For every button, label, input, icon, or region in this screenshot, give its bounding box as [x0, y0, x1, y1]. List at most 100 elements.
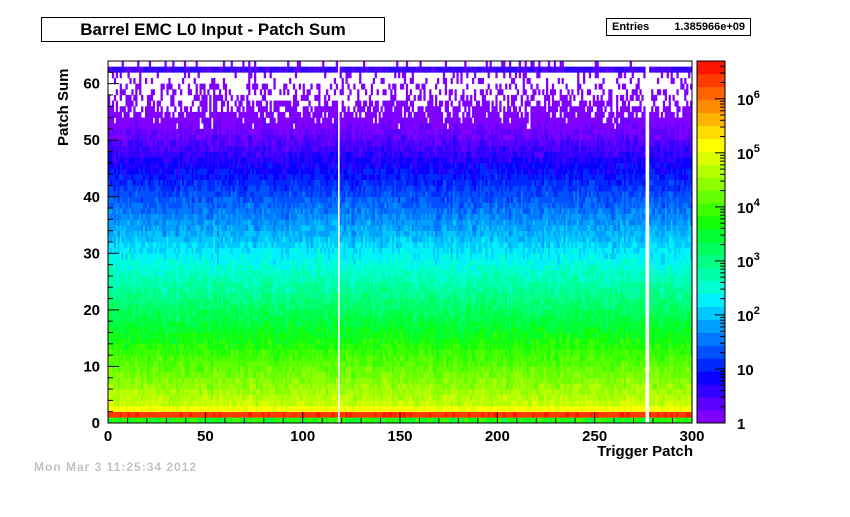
heatmap-cell — [168, 185, 171, 192]
heatmap-cell — [267, 253, 270, 260]
heatmap-cell — [230, 377, 233, 384]
heatmap-cell — [141, 360, 144, 367]
heatmap-cell — [191, 242, 194, 248]
heatmap-cell — [220, 366, 224, 373]
heatmap-cell — [154, 400, 157, 407]
heatmap-cell — [238, 292, 241, 299]
heatmap-cell — [146, 292, 150, 299]
heatmap-cell — [207, 89, 210, 96]
heatmap-cell — [172, 253, 175, 260]
heatmap-cell — [213, 275, 216, 282]
heatmap-cell — [113, 191, 117, 198]
heatmap-cell — [211, 236, 214, 243]
heatmap-cell — [164, 281, 167, 288]
heatmap-cell — [109, 168, 113, 175]
heatmap-cell — [125, 225, 128, 231]
heatmap-cell — [220, 377, 224, 384]
heatmap-cell — [248, 225, 251, 231]
heatmap-cell — [141, 298, 144, 305]
heatmap-cell — [189, 406, 193, 412]
heatmap-cell — [211, 157, 214, 164]
heatmap-cell — [148, 106, 152, 113]
heatmap-cell — [160, 242, 163, 248]
heatmap-cell — [150, 213, 154, 220]
heatmap-cell — [265, 275, 268, 282]
heatmap-cell — [168, 355, 171, 362]
heatmap-cell — [201, 372, 204, 379]
heatmap-cell — [183, 185, 187, 192]
heatmap-cell — [135, 281, 138, 288]
heatmap-cell — [156, 162, 159, 169]
heatmap-cell — [121, 406, 124, 412]
heatmap-cell — [246, 332, 249, 339]
heatmap-cell — [238, 253, 241, 260]
heatmap-cell — [273, 400, 276, 407]
heatmap-cell — [224, 281, 228, 288]
heatmap-cell — [144, 247, 148, 254]
heatmap-cell — [183, 72, 187, 79]
heatmap-cell — [259, 157, 263, 164]
heatmap-cell — [220, 185, 224, 192]
heatmap-cell — [166, 185, 169, 192]
heatmap-cell — [181, 326, 185, 333]
heatmap-cell — [162, 225, 165, 231]
heatmap-cell — [187, 242, 191, 248]
heatmap-cell — [240, 400, 243, 407]
heatmap-cell — [150, 179, 154, 186]
heatmap-cell — [263, 389, 266, 396]
heatmap-cell — [220, 208, 224, 215]
heatmap-cell — [123, 304, 126, 311]
heatmap-cell — [248, 89, 251, 96]
heatmap-cell — [111, 117, 115, 124]
heatmap-cell — [267, 162, 270, 169]
heatmap-cell — [185, 383, 189, 390]
heatmap-cell — [185, 123, 189, 130]
heatmap-cell — [191, 208, 194, 215]
heatmap-cell — [113, 168, 117, 175]
heatmap-cell — [246, 355, 249, 362]
heatmap-cell — [113, 400, 117, 407]
heatmap-cell — [160, 349, 163, 356]
heatmap-cell — [185, 219, 189, 226]
heatmap-cell — [150, 253, 154, 260]
heatmap-cell — [211, 332, 214, 339]
heatmap-cell — [172, 162, 175, 169]
heatmap-cell — [187, 343, 191, 350]
heatmap-cell — [123, 145, 126, 152]
heatmap-cell — [123, 338, 126, 345]
heatmap-cell — [199, 219, 202, 226]
heatmap-cell — [160, 292, 163, 299]
heatmap-cell — [205, 332, 208, 339]
heatmap-cell — [234, 157, 237, 164]
heatmap-cell — [180, 264, 183, 271]
heatmap-cell — [238, 145, 241, 152]
heatmap-cell — [172, 292, 175, 299]
heatmap-cell — [154, 185, 157, 192]
heatmap-cell — [180, 168, 183, 175]
heatmap-cell — [259, 66, 263, 73]
heatmap-cell — [127, 94, 130, 101]
heatmap-cell — [232, 315, 235, 322]
heatmap-cell — [139, 123, 142, 130]
heatmap-cell — [252, 400, 255, 407]
heatmap-cell — [217, 202, 220, 209]
heatmap-cell — [144, 242, 148, 248]
heatmap-cell — [254, 66, 257, 73]
heatmap-cell — [150, 230, 154, 237]
heatmap-cell — [269, 406, 272, 412]
heatmap-cell — [232, 304, 235, 311]
heatmap-cell — [246, 360, 249, 367]
heatmap-cell — [269, 264, 272, 271]
heatmap-cell — [203, 168, 206, 175]
heatmap-cell — [123, 372, 126, 379]
heatmap-cell — [250, 372, 253, 379]
heatmap-cell — [139, 157, 142, 164]
heatmap-cell — [203, 343, 206, 350]
heatmap-cell — [205, 242, 208, 248]
heatmap-cell — [197, 389, 200, 396]
heatmap-cell — [263, 332, 266, 339]
heatmap-cell — [250, 145, 253, 152]
heatmap-cell — [113, 140, 117, 147]
heatmap-cell — [150, 287, 154, 294]
heatmap-cell — [240, 157, 243, 164]
